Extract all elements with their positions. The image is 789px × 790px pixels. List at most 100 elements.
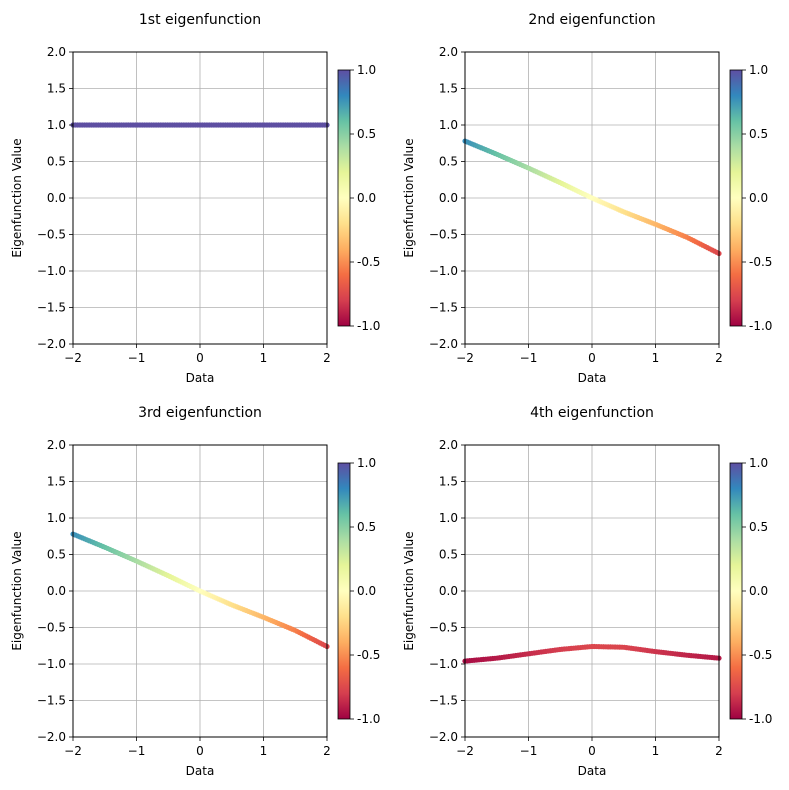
y-tick-label: 0.5 <box>47 155 66 169</box>
colorbar-tick-label: 0.5 <box>749 127 768 141</box>
y-tick-label: 0.0 <box>47 584 66 598</box>
y-tick-label: 1.0 <box>47 511 66 525</box>
chart-title: 1st eigenfunction <box>139 12 261 28</box>
scatter-series <box>462 643 722 664</box>
y-axis-label: Eigenfunction Value <box>402 531 416 650</box>
y-tick-label: −1.0 <box>37 657 66 671</box>
y-tick-label: 1.5 <box>439 82 458 96</box>
colorbar-tick-label: 1.0 <box>749 63 768 77</box>
y-tick-label: −0.5 <box>429 621 458 635</box>
y-tick-label: −1.0 <box>429 657 458 671</box>
y-tick-label: −1.5 <box>429 301 458 315</box>
y-tick-label: 2.0 <box>47 45 66 59</box>
x-tick-label: −2 <box>64 744 82 758</box>
y-tick-label: −1.5 <box>37 694 66 708</box>
chart-title: 4th eigenfunction <box>530 405 654 421</box>
chart-title: 3rd eigenfunction <box>138 405 262 421</box>
y-tick-label: −2.0 <box>429 730 458 744</box>
colorbar-gradient <box>730 70 742 326</box>
x-tick-label: −1 <box>128 744 146 758</box>
x-tick-label: 1 <box>260 351 268 365</box>
x-tick-label: 0 <box>588 351 596 365</box>
colorbar: 1.0 0.5 0.0 -0.5 -1.0 <box>337 63 380 333</box>
x-tick-label: 2 <box>323 744 331 758</box>
colorbar-tick-label: -1.0 <box>357 712 380 726</box>
y-tick-label: 0.5 <box>439 155 458 169</box>
x-tick-label: −2 <box>456 351 474 365</box>
colorbar-gradient <box>338 463 350 719</box>
y-tick-label: −2.0 <box>37 337 66 351</box>
y-axis-label: Eigenfunction Value <box>10 531 24 650</box>
colorbar-tick-label: 0.5 <box>357 520 376 534</box>
x-tick-label: 1 <box>652 351 660 365</box>
colorbar-tick-label: 1.0 <box>749 456 768 470</box>
y-tick-label: 2.0 <box>47 438 66 452</box>
y-tick-label: 0.5 <box>47 548 66 562</box>
y-tick-label: −1.0 <box>429 264 458 278</box>
colorbar-tick-label: 0.0 <box>357 584 376 598</box>
colorbar-tick-label: 0.0 <box>749 191 768 205</box>
subplot-2: 2nd eigenfunction −2 −1 0 1 2 2.0 1.5 1.0 0.5 0.0 −… <box>402 12 772 385</box>
y-tick-label: −0.5 <box>37 228 66 242</box>
x-axis-label: Data <box>578 764 607 778</box>
colorbar: 1.0 0.5 0.0 -0.5 -1.0 <box>337 456 380 726</box>
x-tick-label: 2 <box>715 351 723 365</box>
colorbar-tick-label: -1.0 <box>749 319 772 333</box>
colorbar-tick-label: -1.0 <box>749 712 772 726</box>
colorbar-tick-label: -0.5 <box>749 255 772 269</box>
subplot-4: 4th eigenfunction −2 −1 0 1 2 2.0 1.5 1.0 0.5 0.0 −… <box>402 405 772 778</box>
x-tick-label: 2 <box>715 744 723 758</box>
x-tick-label: −1 <box>520 744 538 758</box>
x-tick-label: 1 <box>260 744 268 758</box>
y-tick-label: −0.5 <box>429 228 458 242</box>
y-tick-label: 0.0 <box>439 584 458 598</box>
x-tick-label: 0 <box>588 744 596 758</box>
colorbar-tick-label: 0.0 <box>749 584 768 598</box>
colorbar-tick-label: -0.5 <box>749 648 772 662</box>
colorbar-tick-label: 0.5 <box>357 127 376 141</box>
y-tick-label: 1.5 <box>439 475 458 489</box>
x-tick-label: −1 <box>128 351 146 365</box>
x-tick-label: 0 <box>196 744 204 758</box>
x-tick-label: 0 <box>196 351 204 365</box>
x-tick-label: −2 <box>64 351 82 365</box>
scatter-series <box>70 531 330 650</box>
scatter-series <box>462 138 722 257</box>
y-tick-label: 1.0 <box>439 118 458 132</box>
colorbar: 1.0 0.5 0.0 -0.5 -1.0 <box>729 456 772 726</box>
y-axis-label: Eigenfunction Value <box>10 138 24 257</box>
y-tick-label: 1.0 <box>47 118 66 132</box>
y-tick-label: 1.5 <box>47 475 66 489</box>
y-tick-label: 0.0 <box>47 191 66 205</box>
colorbar-tick-label: 1.0 <box>357 63 376 77</box>
colorbar-tick-label: 0.0 <box>357 191 376 205</box>
colorbar-gradient <box>730 463 742 719</box>
y-tick-label: −1.5 <box>429 694 458 708</box>
x-axis-label: Data <box>578 371 607 385</box>
colorbar: 1.0 0.5 0.0 -0.5 -1.0 <box>729 63 772 333</box>
y-axis-label: Eigenfunction Value <box>402 138 416 257</box>
y-tick-label: −2.0 <box>429 337 458 351</box>
y-tick-label: 1.5 <box>47 82 66 96</box>
x-tick-label: −2 <box>456 744 474 758</box>
colorbar-tick-label: -0.5 <box>357 255 380 269</box>
y-tick-label: 2.0 <box>439 438 458 452</box>
colorbar-gradient <box>338 70 350 326</box>
colorbar-tick-label: -1.0 <box>357 319 380 333</box>
y-tick-label: 0.0 <box>439 191 458 205</box>
x-tick-label: 2 <box>323 351 331 365</box>
subplot-3: 3rd eigenfunction −2 −1 0 1 2 2.0 1.5 1.0 0.5 0.0 −… <box>10 405 380 778</box>
colorbar-tick-label: -0.5 <box>357 648 380 662</box>
y-tick-label: −2.0 <box>37 730 66 744</box>
scatter-series <box>70 122 330 128</box>
chart-title: 2nd eigenfunction <box>528 12 655 28</box>
y-tick-label: −1.5 <box>37 301 66 315</box>
y-tick-label: −0.5 <box>37 621 66 635</box>
colorbar-tick-label: 0.5 <box>749 520 768 534</box>
colorbar-tick-label: 1.0 <box>357 456 376 470</box>
x-tick-label: −1 <box>520 351 538 365</box>
x-axis-label: Data <box>186 371 215 385</box>
y-tick-label: 2.0 <box>439 45 458 59</box>
x-axis-label: Data <box>186 764 215 778</box>
